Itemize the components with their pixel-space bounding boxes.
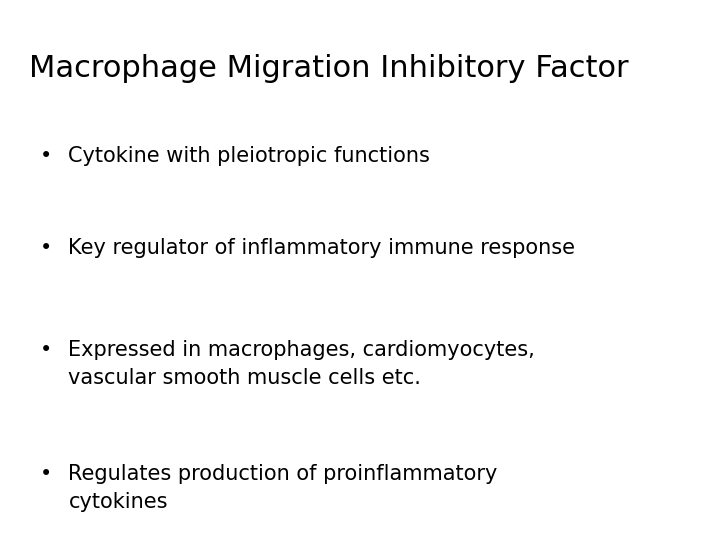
Text: Cytokine with pleiotropic functions: Cytokine with pleiotropic functions bbox=[68, 146, 431, 166]
Text: •: • bbox=[40, 340, 52, 360]
Text: •: • bbox=[40, 238, 52, 258]
Text: Expressed in macrophages, cardiomyocytes,
vascular smooth muscle cells etc.: Expressed in macrophages, cardiomyocytes… bbox=[68, 340, 535, 388]
Text: Regulates production of proinflammatory
cytokines: Regulates production of proinflammatory … bbox=[68, 464, 498, 512]
Text: •: • bbox=[40, 146, 52, 166]
Text: Key regulator of inflammatory immune response: Key regulator of inflammatory immune res… bbox=[68, 238, 575, 258]
Text: Macrophage Migration Inhibitory Factor: Macrophage Migration Inhibitory Factor bbox=[29, 54, 629, 83]
Text: •: • bbox=[40, 464, 52, 484]
